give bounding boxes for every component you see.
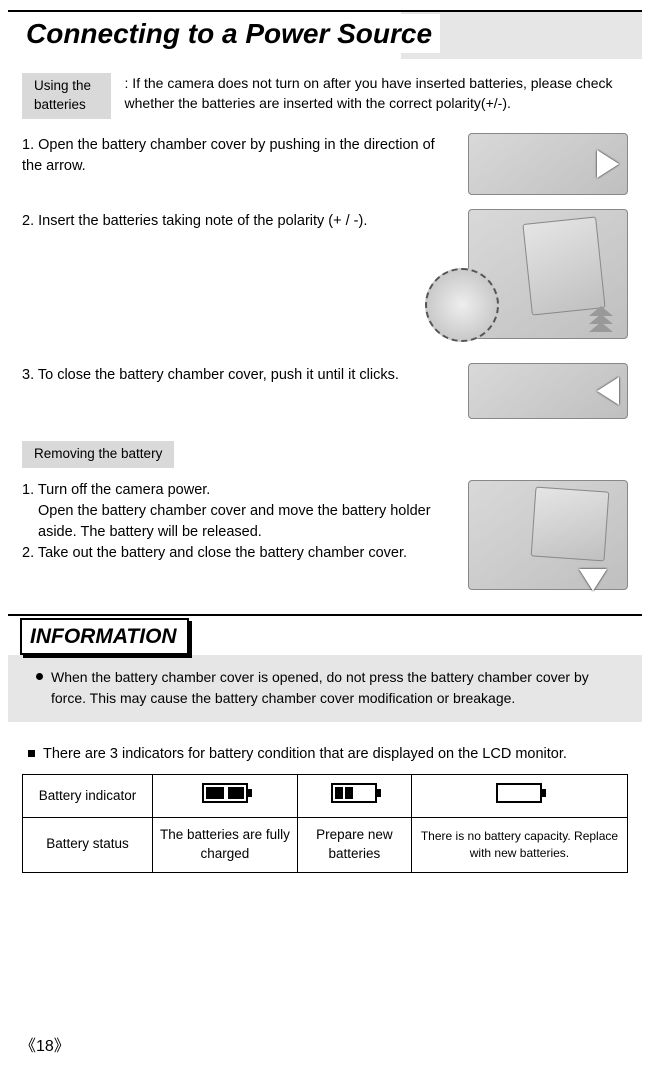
battery-indicator-label: Battery indicator	[23, 775, 153, 818]
arrow-left-icon	[597, 377, 619, 405]
remove-step1-num: 1.	[22, 482, 38, 498]
information-heading: INFORMATION	[20, 618, 189, 655]
removing-label: Removing the battery	[22, 441, 174, 468]
page-title: Connecting to a Power Source	[8, 14, 440, 53]
bullet-dot-icon	[36, 673, 43, 680]
remove-step2-body: Take out the battery and close the batte…	[38, 545, 407, 561]
content-area: Using the batteries : If the camera does…	[0, 59, 650, 590]
step-3-body: To close the battery chamber cover, push…	[38, 367, 399, 383]
indicator-note-text: There are 3 indicators for battery condi…	[43, 744, 567, 764]
step-2-num: 2.	[22, 213, 38, 229]
step-2-row: 2. Insert the batteries taking note of t…	[22, 209, 628, 339]
remove-step1-line2: Open the battery chamber cover and move …	[22, 501, 456, 543]
removing-illustration	[468, 480, 628, 590]
removing-section: Removing the battery 1. Turn off the cam…	[22, 441, 628, 590]
battery-shape-icon	[522, 216, 605, 315]
battery-table: Battery indicator Battery status The bat…	[22, 774, 628, 873]
battery-indicator-full-cell	[153, 775, 298, 818]
using-batteries-intro-text: : If the camera does not turn on after y…	[125, 73, 628, 114]
step-3-num: 3.	[22, 367, 38, 383]
battery-half-icon	[331, 783, 377, 803]
square-bullet-icon	[28, 750, 35, 757]
arrow-up-stack-icon	[589, 308, 613, 332]
step-3-text: 3. To close the battery chamber cover, p…	[22, 363, 456, 386]
information-body: When the battery chamber cover is opened…	[8, 655, 642, 722]
information-section: INFORMATION When the battery chamber cov…	[8, 614, 642, 722]
step-2-body: Insert the batteries taking note of the …	[38, 213, 367, 229]
header-band: Connecting to a Power Source	[8, 10, 642, 59]
step-2-text: 2. Insert the batteries taking note of t…	[22, 209, 456, 232]
battery-indicator-empty-cell	[411, 775, 627, 818]
step-1-text: 1. Open the battery chamber cover by pus…	[22, 133, 456, 177]
step-1-body: Open the battery chamber cover by pushin…	[22, 137, 435, 174]
table-row: Battery indicator	[23, 775, 628, 818]
step-1-num: 1.	[22, 137, 38, 153]
indicator-note: There are 3 indicators for battery condi…	[28, 744, 628, 764]
battery-shape-icon	[531, 486, 610, 561]
arrow-right-icon	[597, 150, 619, 178]
battery-status-full: The batteries are fully charged	[153, 818, 298, 873]
page-number: 《18》	[20, 1036, 70, 1058]
remove-step1-line1: Turn off the camera power.	[38, 482, 210, 498]
step-3-illustration	[468, 363, 628, 419]
battery-status-label: Battery status	[23, 818, 153, 873]
table-row: Battery status The batteries are fully c…	[23, 818, 628, 873]
arrow-down-icon	[579, 569, 607, 591]
step-1-illustration	[468, 133, 628, 195]
step-3-row: 3. To close the battery chamber cover, p…	[22, 363, 628, 419]
remove-step2-num: 2.	[22, 545, 38, 561]
battery-indicator-half-cell	[297, 775, 411, 818]
step-1-row: 1. Open the battery chamber cover by pus…	[22, 133, 628, 195]
battery-empty-icon	[496, 783, 542, 803]
step-2-illustration	[468, 209, 628, 339]
information-bullet-text: When the battery chamber cover is opened…	[51, 667, 622, 708]
battery-status-prepare: Prepare new batteries	[297, 818, 411, 873]
battery-status-empty: There is no battery capacity. Replace wi…	[411, 818, 627, 873]
battery-full-icon	[202, 783, 248, 803]
using-batteries-label: Using the batteries	[22, 73, 111, 119]
magnifier-circle-icon	[425, 268, 499, 342]
removing-steps-text: 1. Turn off the camera power. Open the b…	[22, 480, 456, 564]
using-batteries-intro: Using the batteries : If the camera does…	[22, 73, 628, 119]
